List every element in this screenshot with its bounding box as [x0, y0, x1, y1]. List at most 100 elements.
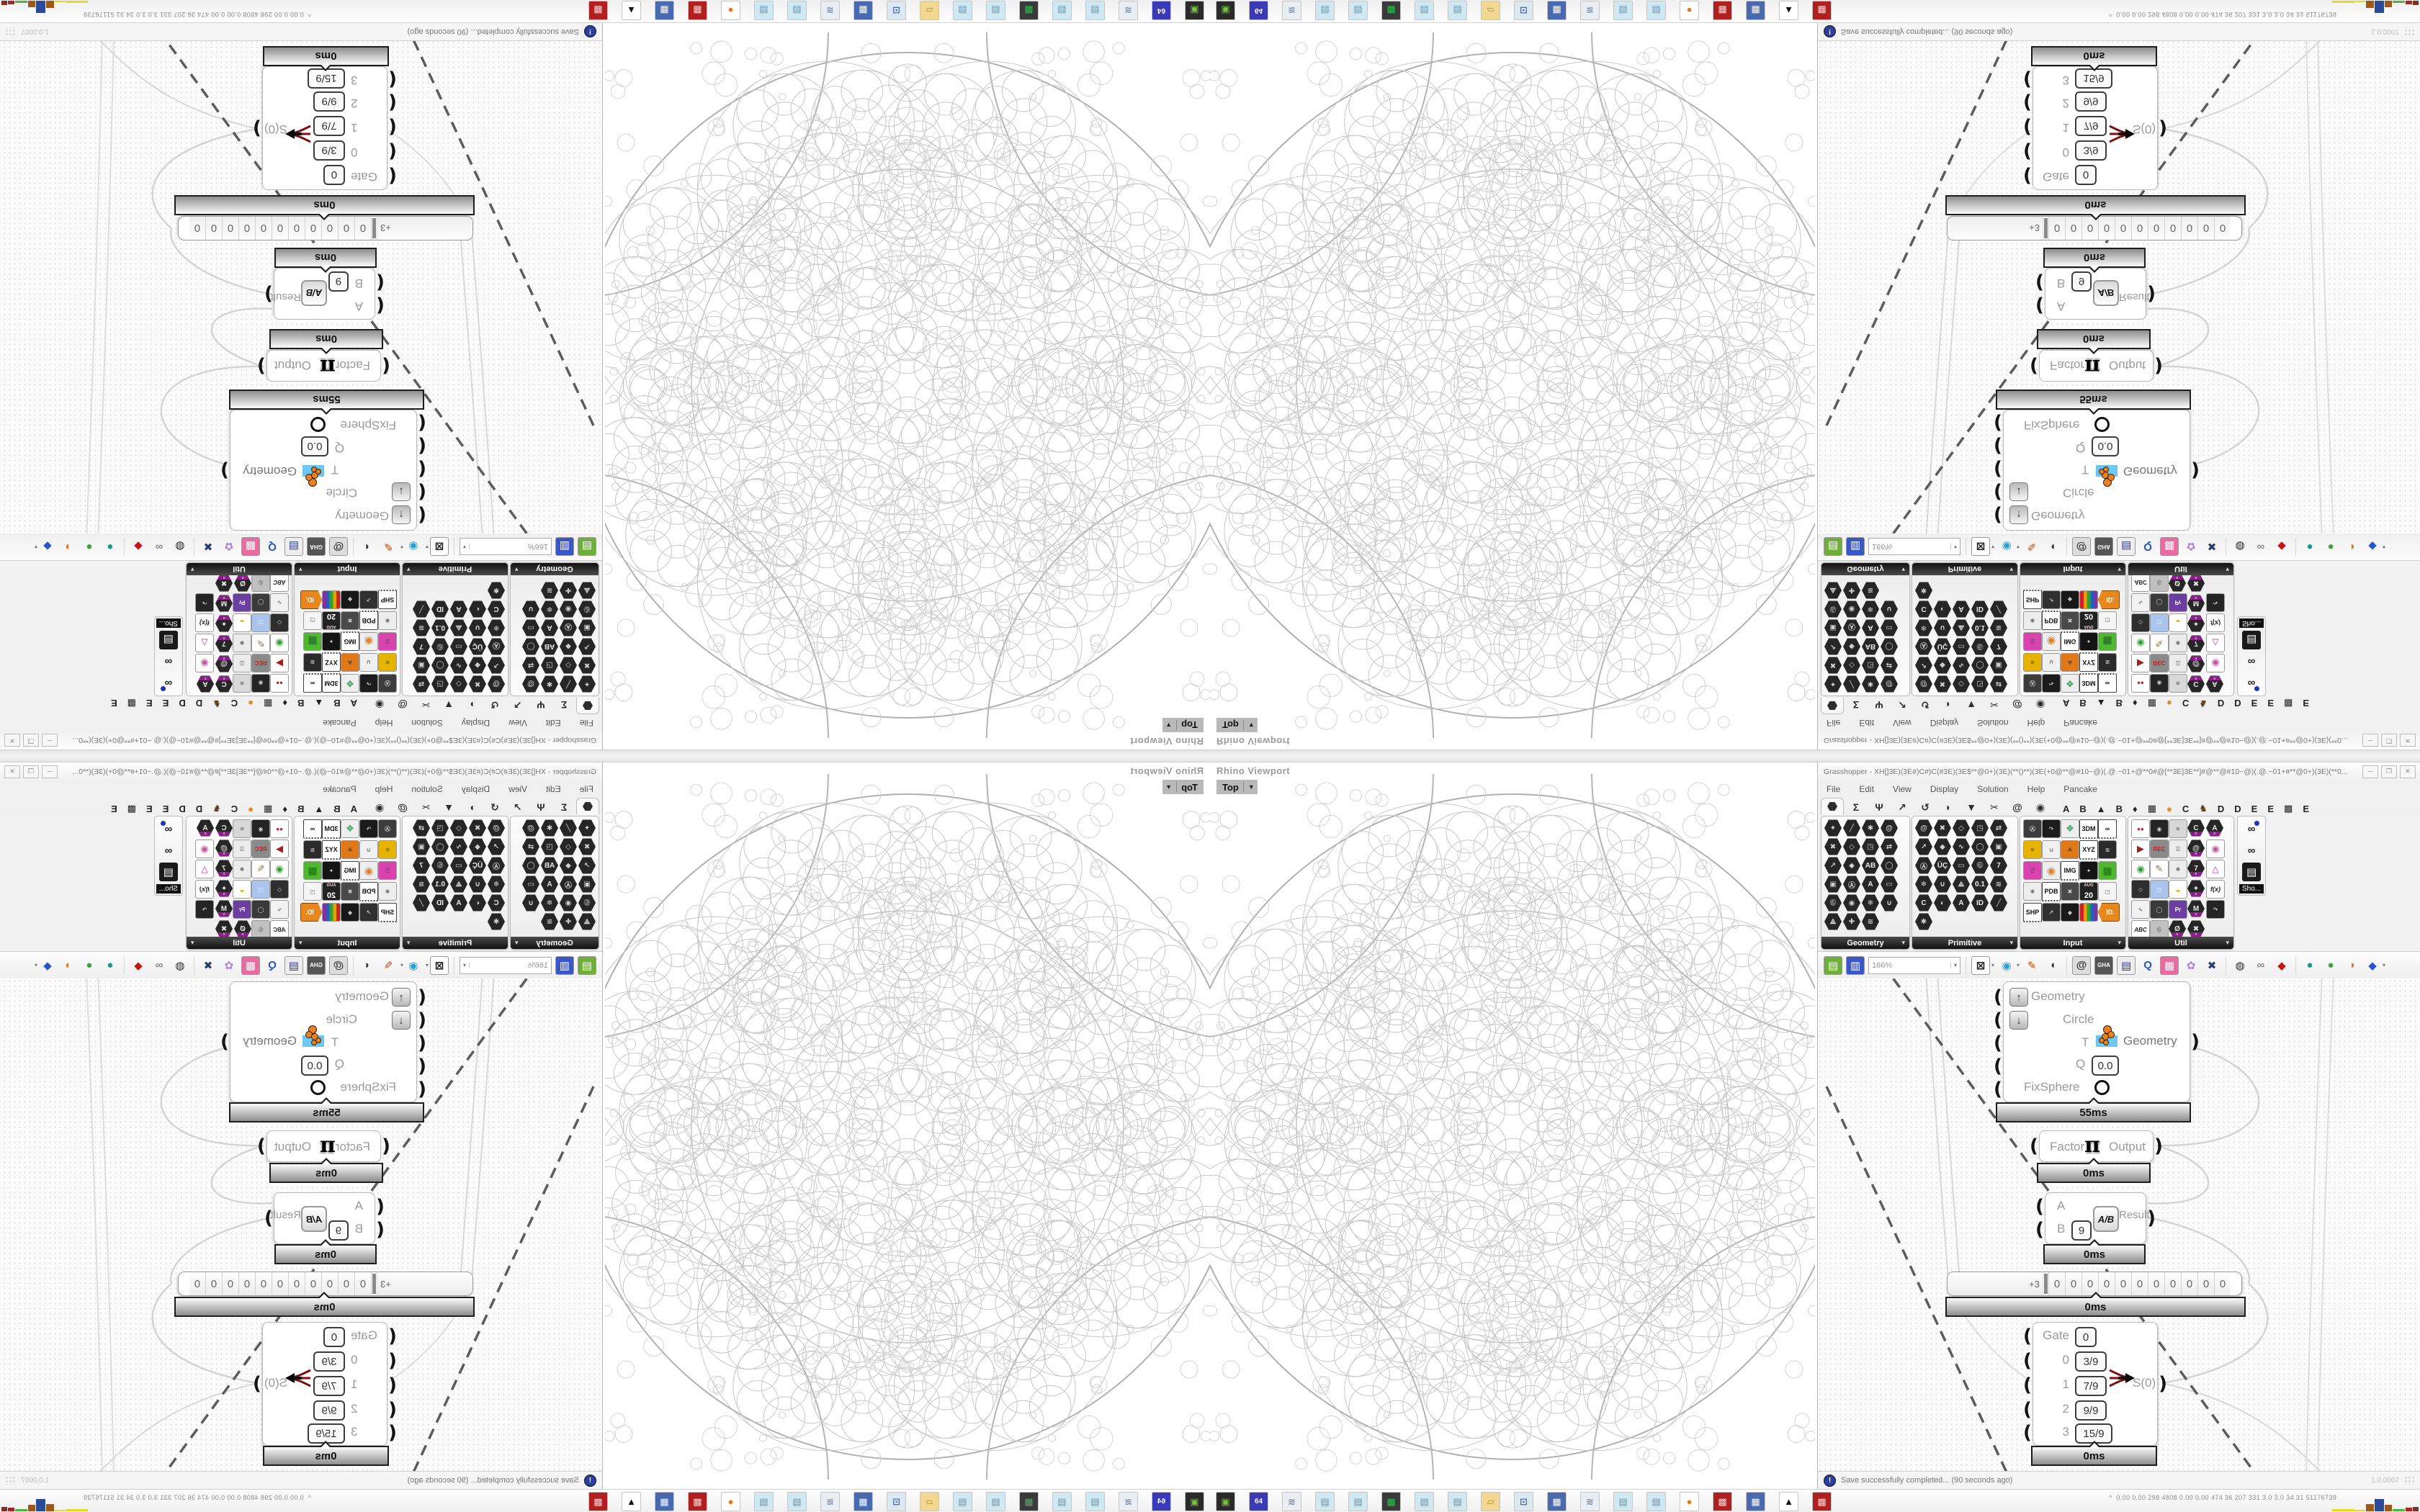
component-icon[interactable]: ◳ [303, 882, 322, 901]
curve-tab[interactable]: ↺ [490, 699, 499, 711]
component-icon[interactable]: ≋ [303, 840, 322, 859]
taskbar-icon-notepad[interactable]: ▤ [1415, 1, 1434, 20]
vr-goggles-icon[interactable]: ∞ [2247, 844, 2256, 857]
wire-grip[interactable]: ( [388, 68, 397, 90]
file-format-icon[interactable]: SHP [2023, 590, 2042, 609]
component-icon[interactable]: ➅ [578, 894, 596, 912]
component-icon[interactable]: ⟁ [1824, 913, 1842, 930]
taskbar-icon-red-grid-app[interactable]: ▩ [1812, 1, 1832, 20]
component-icon[interactable]: ↷ [195, 900, 214, 919]
component-icon-stripes[interactable] [2079, 903, 2098, 922]
category-label[interactable]: Primitive ▾ [1912, 563, 2017, 575]
component-icon-cherry[interactable]: ●● [270, 674, 289, 693]
component-icon[interactable]: ⟁ [1953, 876, 1970, 893]
ball-orange-icon[interactable]: ◑ [65, 959, 72, 971]
component-icon-abc[interactable]: ABC [2131, 920, 2150, 939]
component-icon-play[interactable]: ▶ [270, 840, 289, 858]
wire-grip[interactable]: ) [257, 1135, 266, 1157]
value-chip[interactable]: 0.0 [301, 436, 328, 456]
component-icon[interactable]: Ⓐ [1843, 876, 1860, 893]
taskbar-icon-calculator[interactable]: ▦ [1547, 1, 1567, 20]
component-icon[interactable]: ✖ [1824, 657, 1842, 674]
value-chip[interactable]: 15/9 [2075, 68, 2112, 89]
component-icon[interactable]: ◳ [431, 819, 449, 837]
plugin-tab-9[interactable]: D [2217, 803, 2225, 814]
component-icon[interactable]: ✖ [1934, 819, 1951, 837]
find-component-icon[interactable]: Q [2143, 959, 2152, 971]
taskbar-icon-media-device[interactable]: ▣ [1185, 1492, 1204, 1511]
scroller-digit[interactable]: 0 [256, 1272, 272, 1295]
component-icon[interactable]: ∪ [359, 653, 378, 672]
component-icon-eye[interactable]: ◉ [195, 840, 214, 858]
grasshopper-titlebar[interactable]: Grasshopper - XH[]3E)(3E#)C#)C(#3E)(3E$*… [1818, 731, 2420, 750]
component-icon[interactable]: ⇄ [522, 657, 539, 674]
component-icon[interactable]: Ⓐ [488, 638, 505, 655]
maximize-button[interactable]: ❒ [23, 765, 39, 778]
surface-tab[interactable]: ◗ [468, 801, 475, 813]
component-icon[interactable]: ⟁ [1824, 582, 1842, 599]
wire-grip[interactable]: ( [2035, 1196, 2044, 1218]
component-icon-wheel[interactable]: ◉ [359, 632, 378, 651]
wire-grip[interactable]: ( [2023, 91, 2032, 113]
wire-grip[interactable]: ( [2023, 1422, 2032, 1444]
component-icon[interactable]: ➅ [1971, 857, 1989, 874]
component-icon-stripes[interactable] [322, 903, 341, 922]
component-icon[interactable]: ≋ [1862, 582, 1879, 599]
chevron-down-icon[interactable]: ▾ [2017, 962, 2020, 968]
taskbar-icon-monitor[interactable]: ▦ [1381, 1, 1401, 20]
wire-grip[interactable]: ( [376, 294, 385, 316]
value-chip[interactable]: 3/9 [2075, 140, 2107, 161]
component-icon-egg[interactable]: ◒ [233, 880, 251, 899]
value-chip[interactable]: 0 [2075, 165, 2097, 185]
scroller-grip[interactable] [2044, 1274, 2048, 1294]
node-stream-filter[interactable]: (Gate 0(0 3/9(1 7/9(2 9/9(3 15/9 S(0)) [2023, 1322, 2167, 1446]
file-format-icon[interactable]: XYZ [2079, 840, 2098, 860]
scroller-digit[interactable]: 0 [2115, 217, 2131, 240]
intersect-tab[interactable]: ✂ [421, 699, 430, 711]
resize-grip[interactable] [6, 27, 16, 36]
pin-green-icon[interactable]: ● [86, 959, 93, 971]
taskbar-icon-floppy-64[interactable]: 64 [1249, 1492, 1268, 1511]
display-tab[interactable]: ◉ [2035, 801, 2045, 813]
wire-grip[interactable]: ( [1994, 504, 2002, 526]
resize-grip[interactable] [6, 1476, 16, 1485]
menu-item-edit[interactable]: Edit [1859, 784, 1875, 794]
scroller-digit[interactable]: 0 [2131, 217, 2148, 240]
component-icon[interactable]: ◇ [270, 880, 289, 899]
chevron-down-icon[interactable]: ▾ [400, 962, 403, 968]
component-icon[interactable]: ❄ [2023, 653, 2042, 672]
galapagos-bulb-icon[interactable]: ✿ [2186, 959, 2196, 972]
taskbar-icon-calculator[interactable]: ▦ [853, 1, 873, 20]
chevron-down-icon[interactable]: ▾ [2017, 544, 2020, 550]
component-icon[interactable]: ◆ [560, 638, 577, 655]
scroller-digit[interactable]: 0 [2214, 1272, 2231, 1295]
scroller-digit[interactable]: 0 [223, 217, 239, 240]
plugin-tab-12[interactable]: E [145, 803, 153, 814]
chevron-down-icon[interactable]: ▾ [1991, 962, 1995, 968]
component-icon[interactable]: ✱ [541, 675, 558, 693]
component-icon[interactable]: ➅ [431, 857, 449, 874]
component-icon[interactable]: ◉ [1843, 600, 1860, 618]
vr-goggles-info-icon[interactable]: ∞ [2242, 674, 2261, 693]
plugin-tab-7[interactable]: C [2182, 698, 2190, 709]
component-icon[interactable]: Ⓐ [488, 857, 505, 874]
component-icon[interactable]: ◯ [522, 857, 539, 874]
component-icon[interactable]: ☰ [378, 632, 397, 651]
node-pi[interactable]: () Factor π Output [2030, 350, 2163, 382]
chevron-down-icon[interactable]: ▾ [34, 544, 37, 550]
taskbar-icon-wolf[interactable]: ▲ [1779, 1, 1798, 20]
component-icon[interactable]: ☰ [2169, 840, 2187, 858]
wire-grip[interactable]: ( [1994, 1009, 2002, 1031]
component-icon[interactable]: ✖ [2061, 882, 2079, 901]
wire-grip[interactable]: ( [388, 165, 397, 186]
component-icon[interactable]: ❄ [488, 876, 505, 893]
component-icon[interactable]: ↗ [578, 638, 596, 655]
component-icon[interactable]: ↗ [488, 838, 505, 855]
taskbar-icon-calculator[interactable]: ▦ [1746, 1, 1765, 20]
zoom-level-combo[interactable]: 166% ▾ [460, 956, 552, 974]
node-division[interactable]: (() A B 9 A/B Result [2035, 1192, 2156, 1244]
menu-item-help[interactable]: Help [375, 784, 393, 794]
component-icon[interactable]: ☰ [233, 654, 251, 672]
taskbar-icon-notepad[interactable]: ▤ [1085, 1492, 1105, 1511]
taskbar-icon-notepad[interactable]: ▤ [986, 1, 1005, 20]
